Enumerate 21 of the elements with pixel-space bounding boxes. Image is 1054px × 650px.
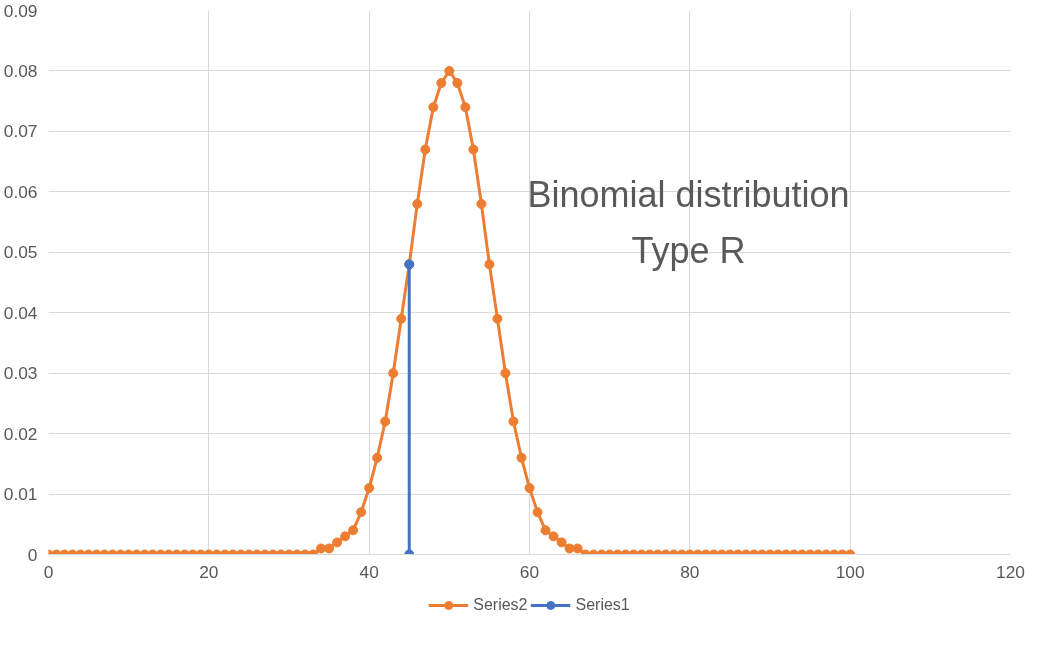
x-tick-label: 80 bbox=[680, 561, 700, 582]
x-tick-label: 40 bbox=[359, 561, 379, 582]
legend-label: Series1 bbox=[575, 596, 630, 614]
y-tick-label: 0.02 bbox=[3, 423, 38, 444]
x-tick-label: 0 bbox=[43, 561, 54, 582]
annotation: Type R bbox=[631, 229, 746, 271]
y-tick-label: 0.07 bbox=[3, 121, 38, 142]
x-tick-label: 60 bbox=[519, 561, 540, 582]
legend-label: Series2 bbox=[473, 596, 528, 614]
x-tick-label: 100 bbox=[835, 561, 865, 582]
x-tick-label: 20 bbox=[199, 561, 219, 582]
y-tick-label: 0.04 bbox=[3, 302, 38, 323]
y-tick-label: 0.08 bbox=[3, 60, 38, 81]
y-tick-label: 0 bbox=[27, 544, 38, 565]
y-tick-label: 0.01 bbox=[3, 484, 38, 505]
y-tick-label: 0.03 bbox=[3, 363, 38, 384]
annotation: Binomial distribution bbox=[527, 173, 850, 215]
y-tick-label: 0.06 bbox=[3, 181, 38, 202]
y-tick-label: 0.09 bbox=[3, 0, 38, 21]
y-tick-label: 0.05 bbox=[3, 242, 38, 263]
x-tick-label: 120 bbox=[996, 561, 1025, 582]
